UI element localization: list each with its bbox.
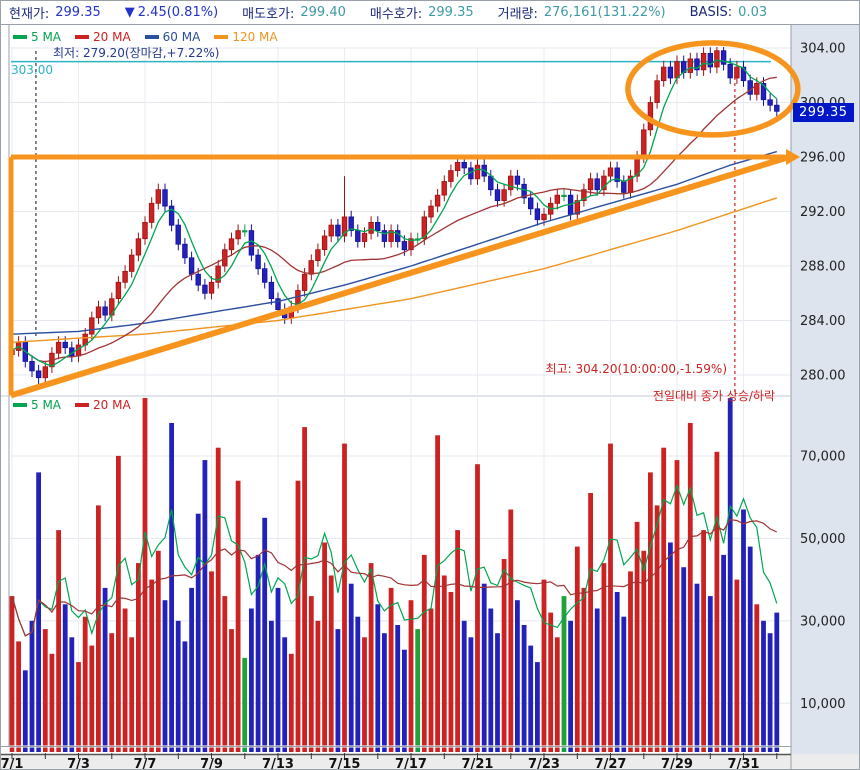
price-axis-label: 292.00 xyxy=(800,205,846,220)
x-axis-label: 7/29 xyxy=(661,757,693,770)
xaxis-row-bg xyxy=(1,754,859,769)
current-price-label: 현재가: xyxy=(9,7,50,22)
trendline-arrowhead-icon xyxy=(786,149,800,165)
volume-ma-legend: 5 MA 20 MA xyxy=(13,398,145,412)
quote-info-bar: 현재가: 299.35 ▼ 2.45(0.81%) 매도호가: 299.40 매… xyxy=(1,1,859,25)
down-triangle-icon: ▼ xyxy=(124,5,135,20)
bid-price-value: 299.35 xyxy=(428,5,474,20)
x-axis-label: 7/23 xyxy=(528,757,560,770)
price-ma-label: 60 MA xyxy=(162,30,201,44)
price-ma-label: 5 MA xyxy=(31,30,62,44)
current-price-value: 299.35 xyxy=(55,5,101,20)
price-ma60-line xyxy=(11,150,777,335)
volume-field: 거래량: 276,161(131.22%) xyxy=(498,3,666,22)
x-axis-label: 7/31 xyxy=(728,757,760,770)
highest-price-note: 최고: 304.20(10:00:00,-1.59%) xyxy=(545,362,727,376)
price-ma-swatch-icon xyxy=(13,35,27,39)
price-ma-item: 5 MA xyxy=(13,30,61,44)
daily-color-strip xyxy=(9,747,780,752)
volume-value: 276,161(131.22%) xyxy=(543,5,666,20)
price-axis-label: 304.00 xyxy=(800,42,846,57)
volume-ma-label: 20 MA xyxy=(93,398,131,412)
basis-label: BASIS: xyxy=(689,5,733,20)
price-ma-swatch-icon xyxy=(144,35,159,39)
price-ma5-line xyxy=(11,59,778,367)
x-axis-label: 7/13 xyxy=(262,757,294,770)
volume-ma5-line xyxy=(11,483,778,637)
current-price-badge: 299.35 xyxy=(793,103,854,122)
basis-field: BASIS: 0.03 xyxy=(690,5,767,20)
trendline-ascending xyxy=(10,154,790,399)
volume-color-note: 전일대비 종가 상승/하락 xyxy=(652,389,775,403)
price-axis-label: 284.00 xyxy=(800,314,846,329)
volume-label: 거래량: xyxy=(497,7,538,22)
lowest-price-note: 최저: 279.20(장마감,+7.22%) xyxy=(53,46,220,60)
price-ma-label: 20 MA xyxy=(93,30,131,44)
price-ma-item: 20 MA xyxy=(75,30,131,44)
x-axis-label: 7/1 xyxy=(1,757,23,770)
x-axis-label: 7/17 xyxy=(395,757,427,770)
cyan-level-label: 303.00 xyxy=(11,63,53,77)
volume-ma-swatch-icon xyxy=(75,403,90,407)
volume-ma-label: 5 MA xyxy=(31,398,62,412)
volume-axis-label: 50,000 xyxy=(800,532,846,547)
price-axis-label: 296.00 xyxy=(800,151,846,166)
price-ma-item: 60 MA xyxy=(144,30,201,44)
price-ma-swatch-icon xyxy=(214,35,229,39)
price-ma-legend: 5 MA 20 MA 60 MA 120 MA xyxy=(13,30,292,44)
x-axis-label: 7/3 xyxy=(67,757,90,770)
candles-group xyxy=(9,47,780,386)
volume-axis-label: 10,000 xyxy=(800,697,846,712)
volume-bars-group xyxy=(9,398,780,746)
x-axis-label: 7/7 xyxy=(134,757,157,770)
current-price-field: 현재가: 299.35 xyxy=(9,3,101,22)
x-axis-label: 7/21 xyxy=(462,757,494,770)
basis-value: 0.03 xyxy=(738,5,768,20)
x-axis-label: 7/15 xyxy=(329,757,361,770)
price-ma-label: 120 MA xyxy=(232,30,278,44)
volume-axis-label: 70,000 xyxy=(800,449,846,464)
x-axis-label: 7/27 xyxy=(595,757,627,770)
volume-ma20-line xyxy=(11,518,778,637)
bid-price-label: 매수호가: xyxy=(369,7,423,22)
price-axis-label: 280.00 xyxy=(800,369,846,384)
change-value: 2.45(0.81%) xyxy=(137,5,219,20)
bid-price-field: 매수호가: 299.35 xyxy=(370,3,474,22)
price-ma-swatch-icon xyxy=(75,35,90,39)
price-ma120-line xyxy=(11,197,778,343)
ask-price-value: 299.40 xyxy=(300,5,346,20)
ask-price-field: 매도호가: 299.40 xyxy=(242,3,346,22)
highlight-ellipse xyxy=(625,40,801,138)
right-axis-strip xyxy=(791,25,859,769)
price-axis-label: 288.00 xyxy=(800,260,846,275)
volume-ma-item: 5 MA xyxy=(13,398,61,412)
ask-price-label: 매도호가: xyxy=(242,7,295,22)
price-ma20-line xyxy=(11,76,777,363)
volume-ma-swatch-icon xyxy=(13,403,27,407)
change-field: ▼ 2.45(0.81%) xyxy=(125,5,218,20)
volume-ma-item: 20 MA xyxy=(75,398,131,412)
x-axis-label: 7/9 xyxy=(200,757,223,770)
volume-axis-label: 30,000 xyxy=(800,614,846,629)
price-ma-item: 120 MA xyxy=(214,30,278,44)
